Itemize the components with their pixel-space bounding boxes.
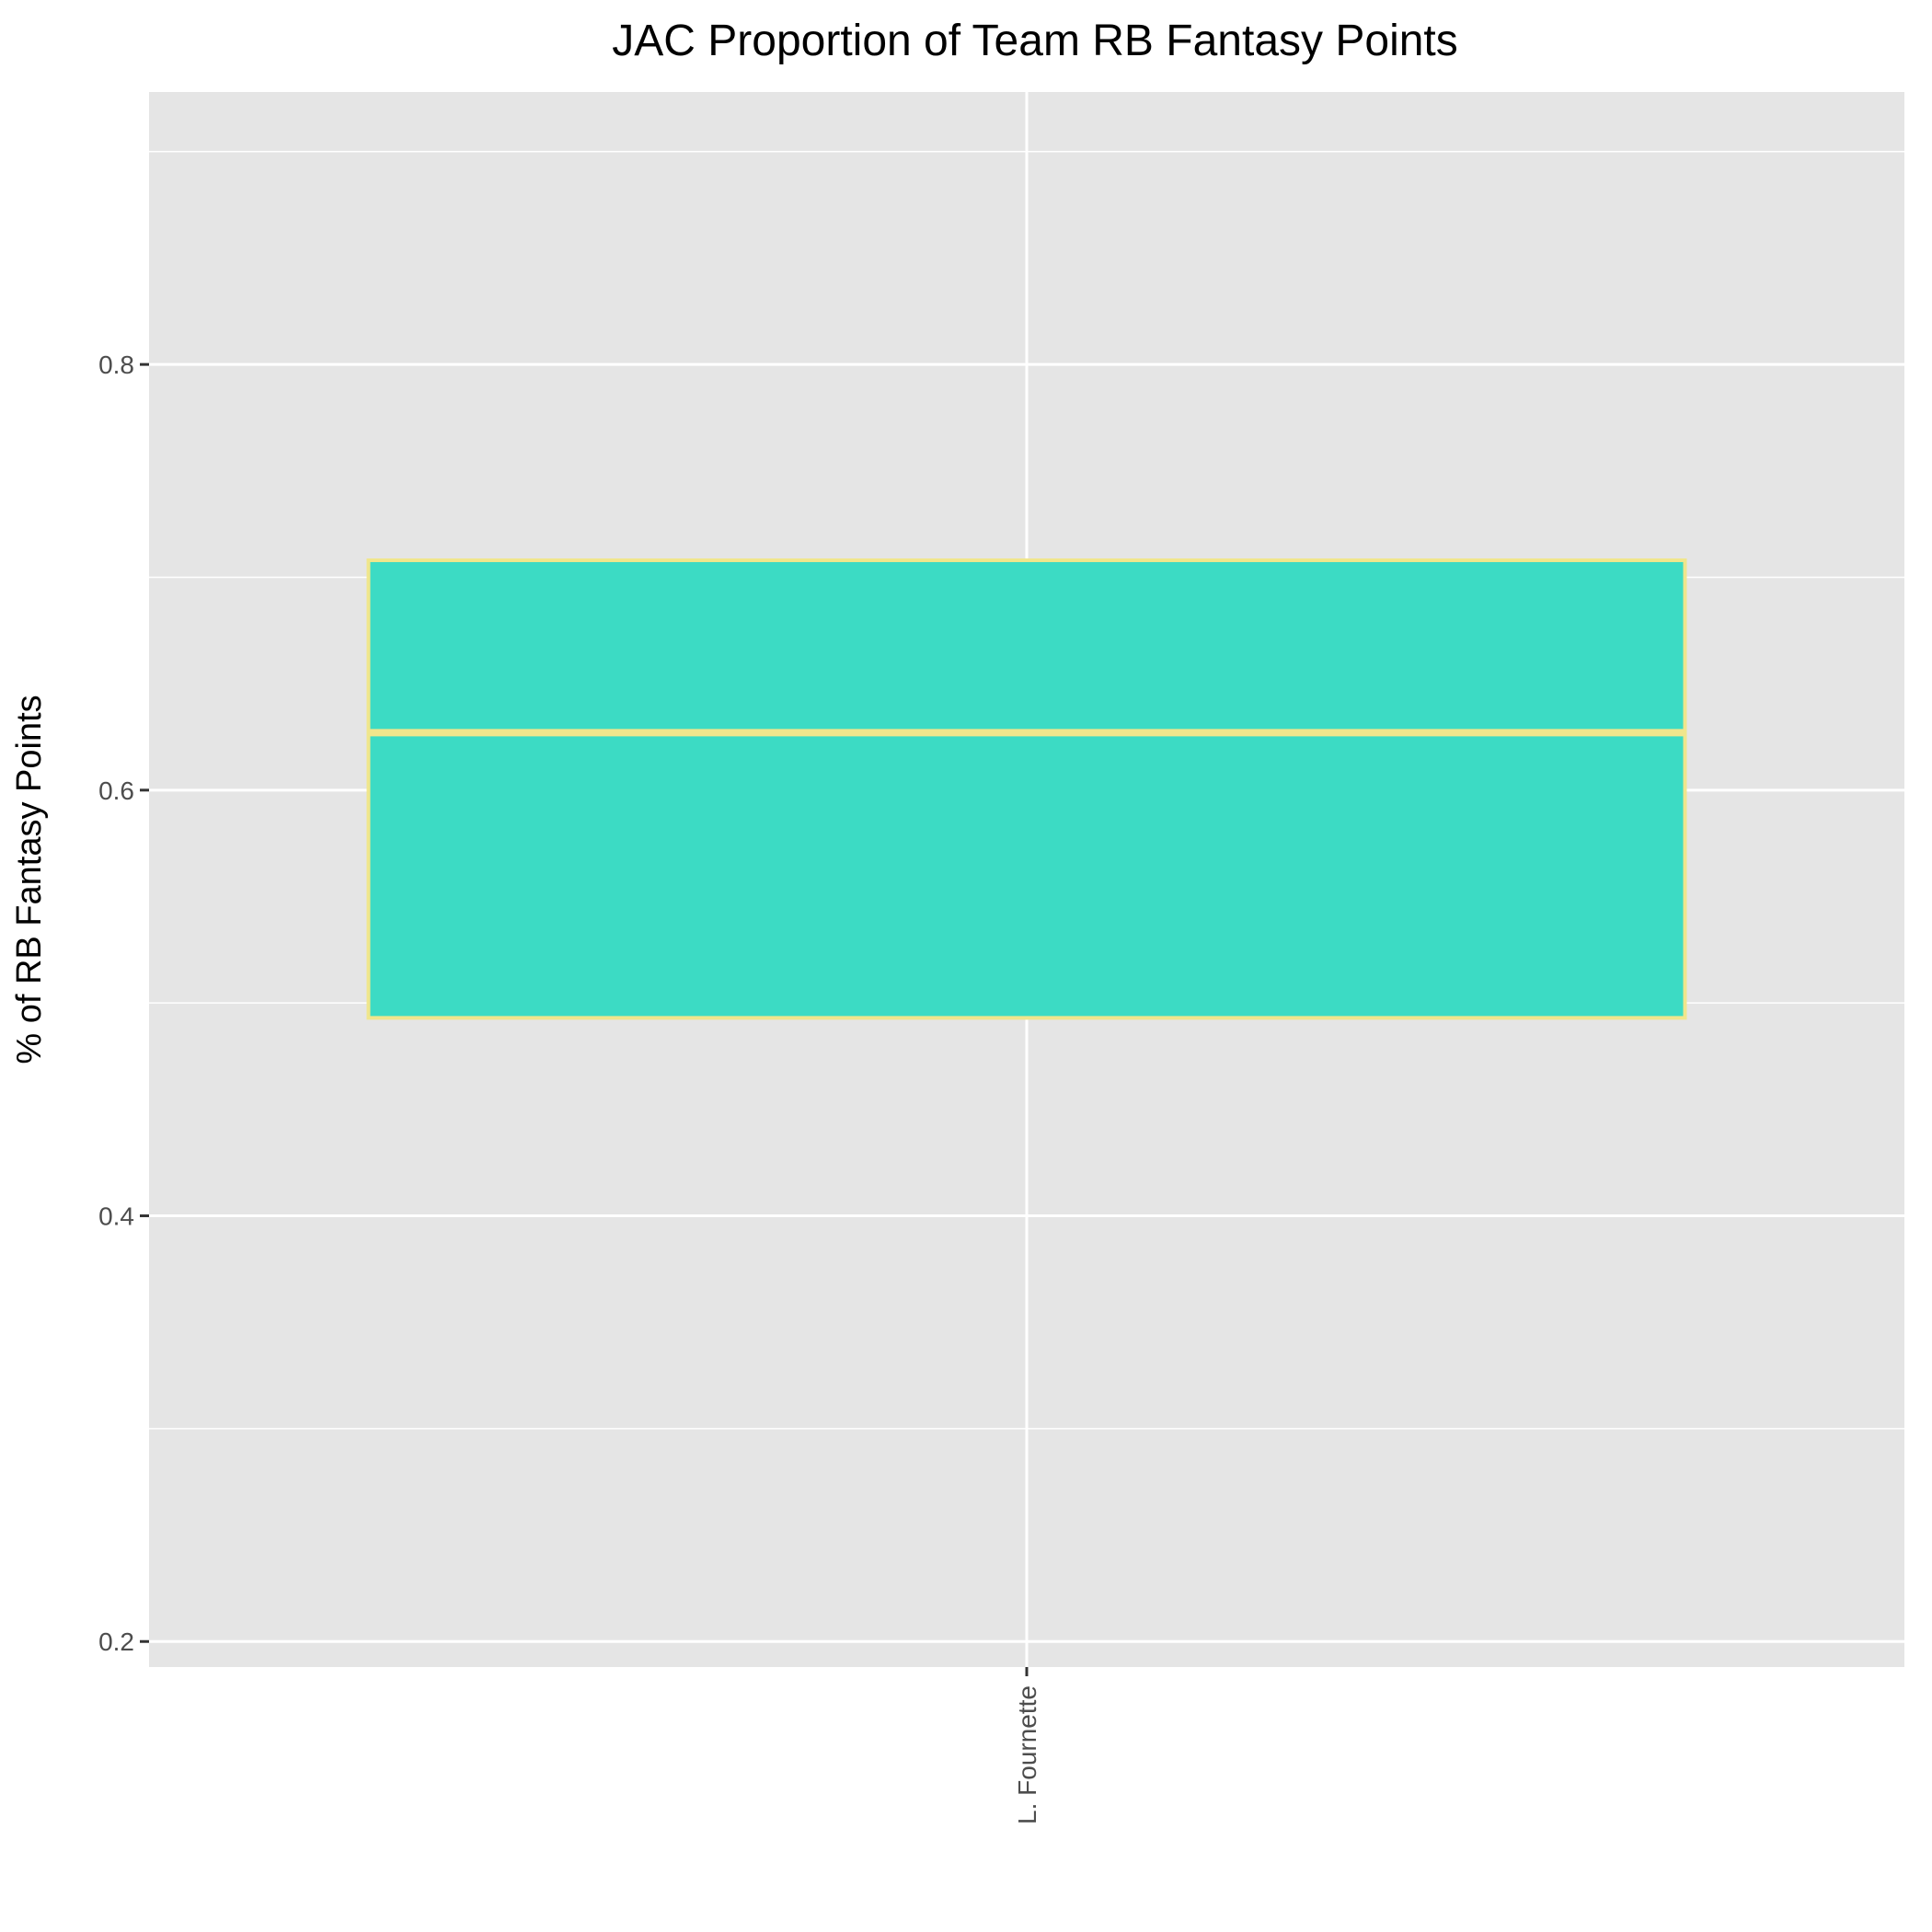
box-iqr <box>366 558 1687 1020</box>
x-tick-label: L. Fournette <box>1013 1685 1041 1824</box>
y-axis-title: % of RB Fantasy Points <box>10 695 49 1064</box>
y-tick-label: 0.8 <box>98 351 134 379</box>
chart-title: JAC Proportion of Team RB Fantasy Points <box>612 17 1458 65</box>
x-axis: L. Fournette <box>1013 1667 1041 1824</box>
y-tick-label: 0.4 <box>98 1202 134 1231</box>
y-tick-label: 0.6 <box>98 776 134 805</box>
y-axis: 0.2 0.4 0.6 0.8 <box>98 351 149 1656</box>
box-layer <box>366 558 1687 1020</box>
y-tick-label: 0.2 <box>98 1627 134 1656</box>
